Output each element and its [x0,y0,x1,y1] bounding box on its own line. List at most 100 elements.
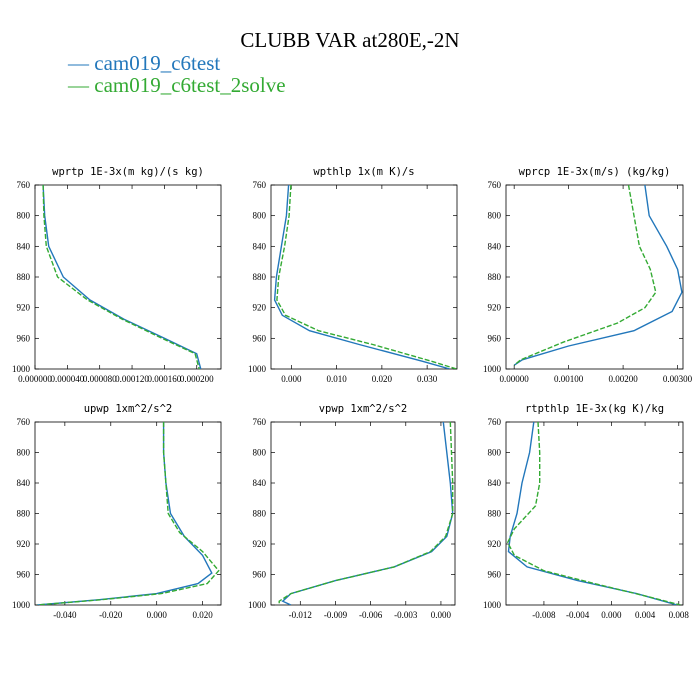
legend-item-cam019-c6test-2solve: — cam019_c6test_2solve [68,73,286,98]
legend-item-cam019-c6test: — cam019_c6test [68,51,220,76]
y-tick-label: 800 [17,448,31,458]
panel-4: vpwp 1xm^2/s^2 760 800 840 880 920 960 1000 -0.0… [248,403,456,620]
y-tick-label: 960 [253,570,267,580]
x-tick-label: -0.008 [532,610,556,620]
legend-label: cam019_c6test [94,51,221,75]
x-tick-label: 0.000 [281,374,302,384]
series-line-cam019-c6test [281,422,454,605]
plot-frame [34,421,222,606]
x-tick-label: 0.004 [635,610,656,620]
y-tick-label: 960 [488,333,502,343]
panel-title: rtpthlp 1E-3x(kg K)/kg [525,403,664,415]
x-tick-label: 0.00000 [500,374,530,384]
series-line-cam019-c6test-2solve [37,422,220,605]
series-line-cam019-c6test-2solve [278,422,454,605]
y-tick-label: 1000 [248,364,267,374]
x-tick-label: -0.006 [359,610,383,620]
x-tick-label: 0.000 [147,610,168,620]
y-tick-label: 800 [488,448,502,458]
y-tick-label: 800 [253,448,267,458]
panel-title: wprcp 1E-3x(m/s) (kg/kg) [519,166,671,178]
y-tick-label: 760 [17,180,31,190]
y-tick-label: 880 [253,509,267,519]
x-tick-label: -0.012 [289,610,312,620]
plot-frame [270,421,456,606]
y-tick-label: 760 [253,180,267,190]
x-tick-label: 0.000120 [115,374,149,384]
y-tick-label: 960 [253,333,267,343]
y-tick-label: 760 [488,180,502,190]
page-title: CLUBB VAR at280E,-2N [240,28,460,52]
y-tick-label: 840 [253,478,267,488]
panel-title: vpwp 1xm^2/s^2 [319,403,408,415]
plot-frame [505,184,684,370]
x-tick-label: 0.020 [193,610,214,620]
x-tick-label: 0.030 [417,374,438,384]
y-tick-label: 800 [253,211,267,221]
y-tick-label: 800 [488,211,502,221]
panel-3: upwp 1xm^2/s^2 760 800 840 880 920 960 1000 -0.0… [12,403,222,620]
series-line-cam019-c6test [42,185,202,369]
y-tick-label: 760 [253,417,267,427]
x-tick-label: 0.000200 [180,374,214,384]
x-tick-label: 0.000 [431,610,452,620]
x-tick-label: 0.010 [326,374,347,384]
panel-5: rtpthlp 1E-3x(kg K)/kg 760 800 840 880 920 960… [483,403,689,620]
series-line-cam019-c6test [507,422,678,605]
y-tick-label: 840 [17,241,31,251]
x-tick-label: -0.003 [394,610,418,620]
panel-title: wpthlp 1x(m K)/s [313,166,414,178]
y-tick-label: 920 [253,303,267,313]
panel-title: upwp 1xm^2/s^2 [84,403,173,415]
y-tick-label: 880 [488,272,502,282]
y-tick-label: 920 [253,539,267,549]
y-tick-label: 920 [17,303,31,313]
series-line-cam019-c6test-2solve [506,422,681,605]
series-line-cam019-c6test [37,422,213,605]
series-line-cam019-c6test [273,185,450,369]
y-tick-label: 1000 [12,364,31,374]
y-tick-label: 840 [488,241,502,251]
y-tick-label: 960 [488,570,502,580]
legend-line-swatch: — [68,51,95,75]
x-tick-label: -0.004 [566,610,590,620]
y-tick-label: 840 [253,241,267,251]
x-tick-label: -0.020 [99,610,123,620]
panel-0: wprtp 1E-3x(m kg)/(s kg) 760 800 840 880 920 9… [12,166,222,384]
y-tick-label: 1000 [483,364,502,374]
panel-1: wpthlp 1x(m K)/s 760 800 840 880 920 960 1000 0.… [248,166,458,384]
y-tick-label: 840 [17,478,31,488]
x-tick-label: 0.000000 [18,374,52,384]
y-tick-label: 1000 [12,600,31,610]
y-tick-label: 760 [17,417,31,427]
series-line-cam019-c6test-2solve [276,185,457,369]
y-tick-label: 920 [17,539,31,549]
y-tick-label: 880 [17,272,31,282]
y-tick-label: 960 [17,333,31,343]
y-tick-label: 920 [488,539,502,549]
x-tick-label: 0.00100 [554,374,584,384]
y-tick-label: 880 [17,509,31,519]
panel-2: wprcp 1E-3x(m/s) (kg/kg) 760 800 840 880 920 9… [483,166,693,384]
y-tick-label: 760 [488,417,502,427]
legend-line-swatch: — [68,73,95,97]
plot-frame [505,421,684,606]
x-tick-label: 0.000040 [50,374,84,384]
x-tick-label: -0.040 [53,610,77,620]
y-tick-label: 880 [488,509,502,519]
plot-frame [270,184,458,370]
x-tick-label: 0.008 [669,610,690,620]
legend-label: cam019_c6test_2solve [94,73,286,97]
y-tick-label: 880 [253,272,267,282]
x-tick-label: 0.00200 [608,374,638,384]
series-line-cam019-c6test-2solve [42,185,200,369]
x-tick-label: 0.000160 [148,374,182,384]
x-tick-label: 0.000 [601,610,622,620]
x-tick-label: -0.009 [324,610,348,620]
y-tick-label: 800 [17,211,31,221]
x-tick-label: 0.00300 [663,374,693,384]
y-tick-label: 1000 [483,600,502,610]
y-tick-label: 840 [488,478,502,488]
series-line-cam019-c6test-2solve [513,185,657,366]
